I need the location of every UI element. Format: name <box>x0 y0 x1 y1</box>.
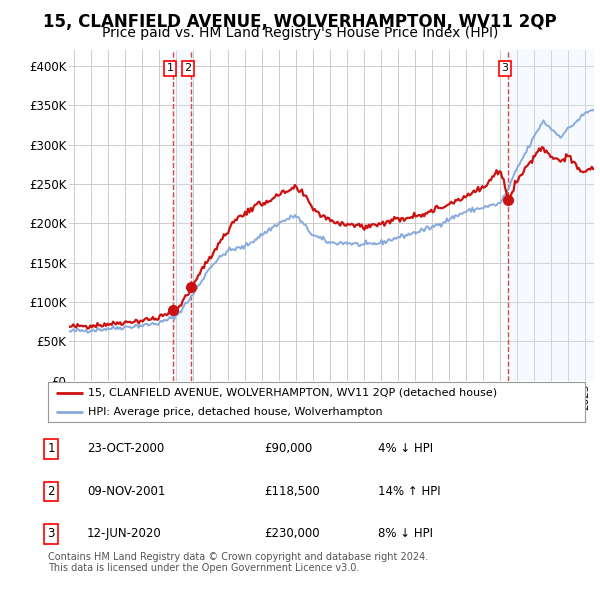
Text: 4% ↓ HPI: 4% ↓ HPI <box>378 442 433 455</box>
Text: 3: 3 <box>47 527 55 540</box>
Text: 2: 2 <box>184 63 191 73</box>
Text: £230,000: £230,000 <box>264 527 320 540</box>
Text: 12-JUN-2020: 12-JUN-2020 <box>87 527 162 540</box>
Text: 15, CLANFIELD AVENUE, WOLVERHAMPTON, WV11 2QP (detached house): 15, CLANFIELD AVENUE, WOLVERHAMPTON, WV1… <box>88 388 497 398</box>
Text: 3: 3 <box>502 63 508 73</box>
Bar <box>508 50 594 381</box>
Text: Price paid vs. HM Land Registry's House Price Index (HPI): Price paid vs. HM Land Registry's House … <box>102 26 498 40</box>
Text: 15, CLANFIELD AVENUE, WOLVERHAMPTON, WV11 2QP: 15, CLANFIELD AVENUE, WOLVERHAMPTON, WV1… <box>43 13 557 31</box>
Text: 14% ↑ HPI: 14% ↑ HPI <box>378 485 440 498</box>
Text: £118,500: £118,500 <box>264 485 320 498</box>
Text: 09-NOV-2001: 09-NOV-2001 <box>87 485 166 498</box>
Text: 8% ↓ HPI: 8% ↓ HPI <box>378 527 433 540</box>
Text: 1: 1 <box>167 63 173 73</box>
Text: HPI: Average price, detached house, Wolverhampton: HPI: Average price, detached house, Wolv… <box>88 407 383 417</box>
Text: £90,000: £90,000 <box>264 442 312 455</box>
Text: 23-OCT-2000: 23-OCT-2000 <box>87 442 164 455</box>
Text: 1: 1 <box>47 442 55 455</box>
Text: Contains HM Land Registry data © Crown copyright and database right 2024.
This d: Contains HM Land Registry data © Crown c… <box>48 552 428 573</box>
Text: 2: 2 <box>47 485 55 498</box>
Bar <box>173 50 191 381</box>
